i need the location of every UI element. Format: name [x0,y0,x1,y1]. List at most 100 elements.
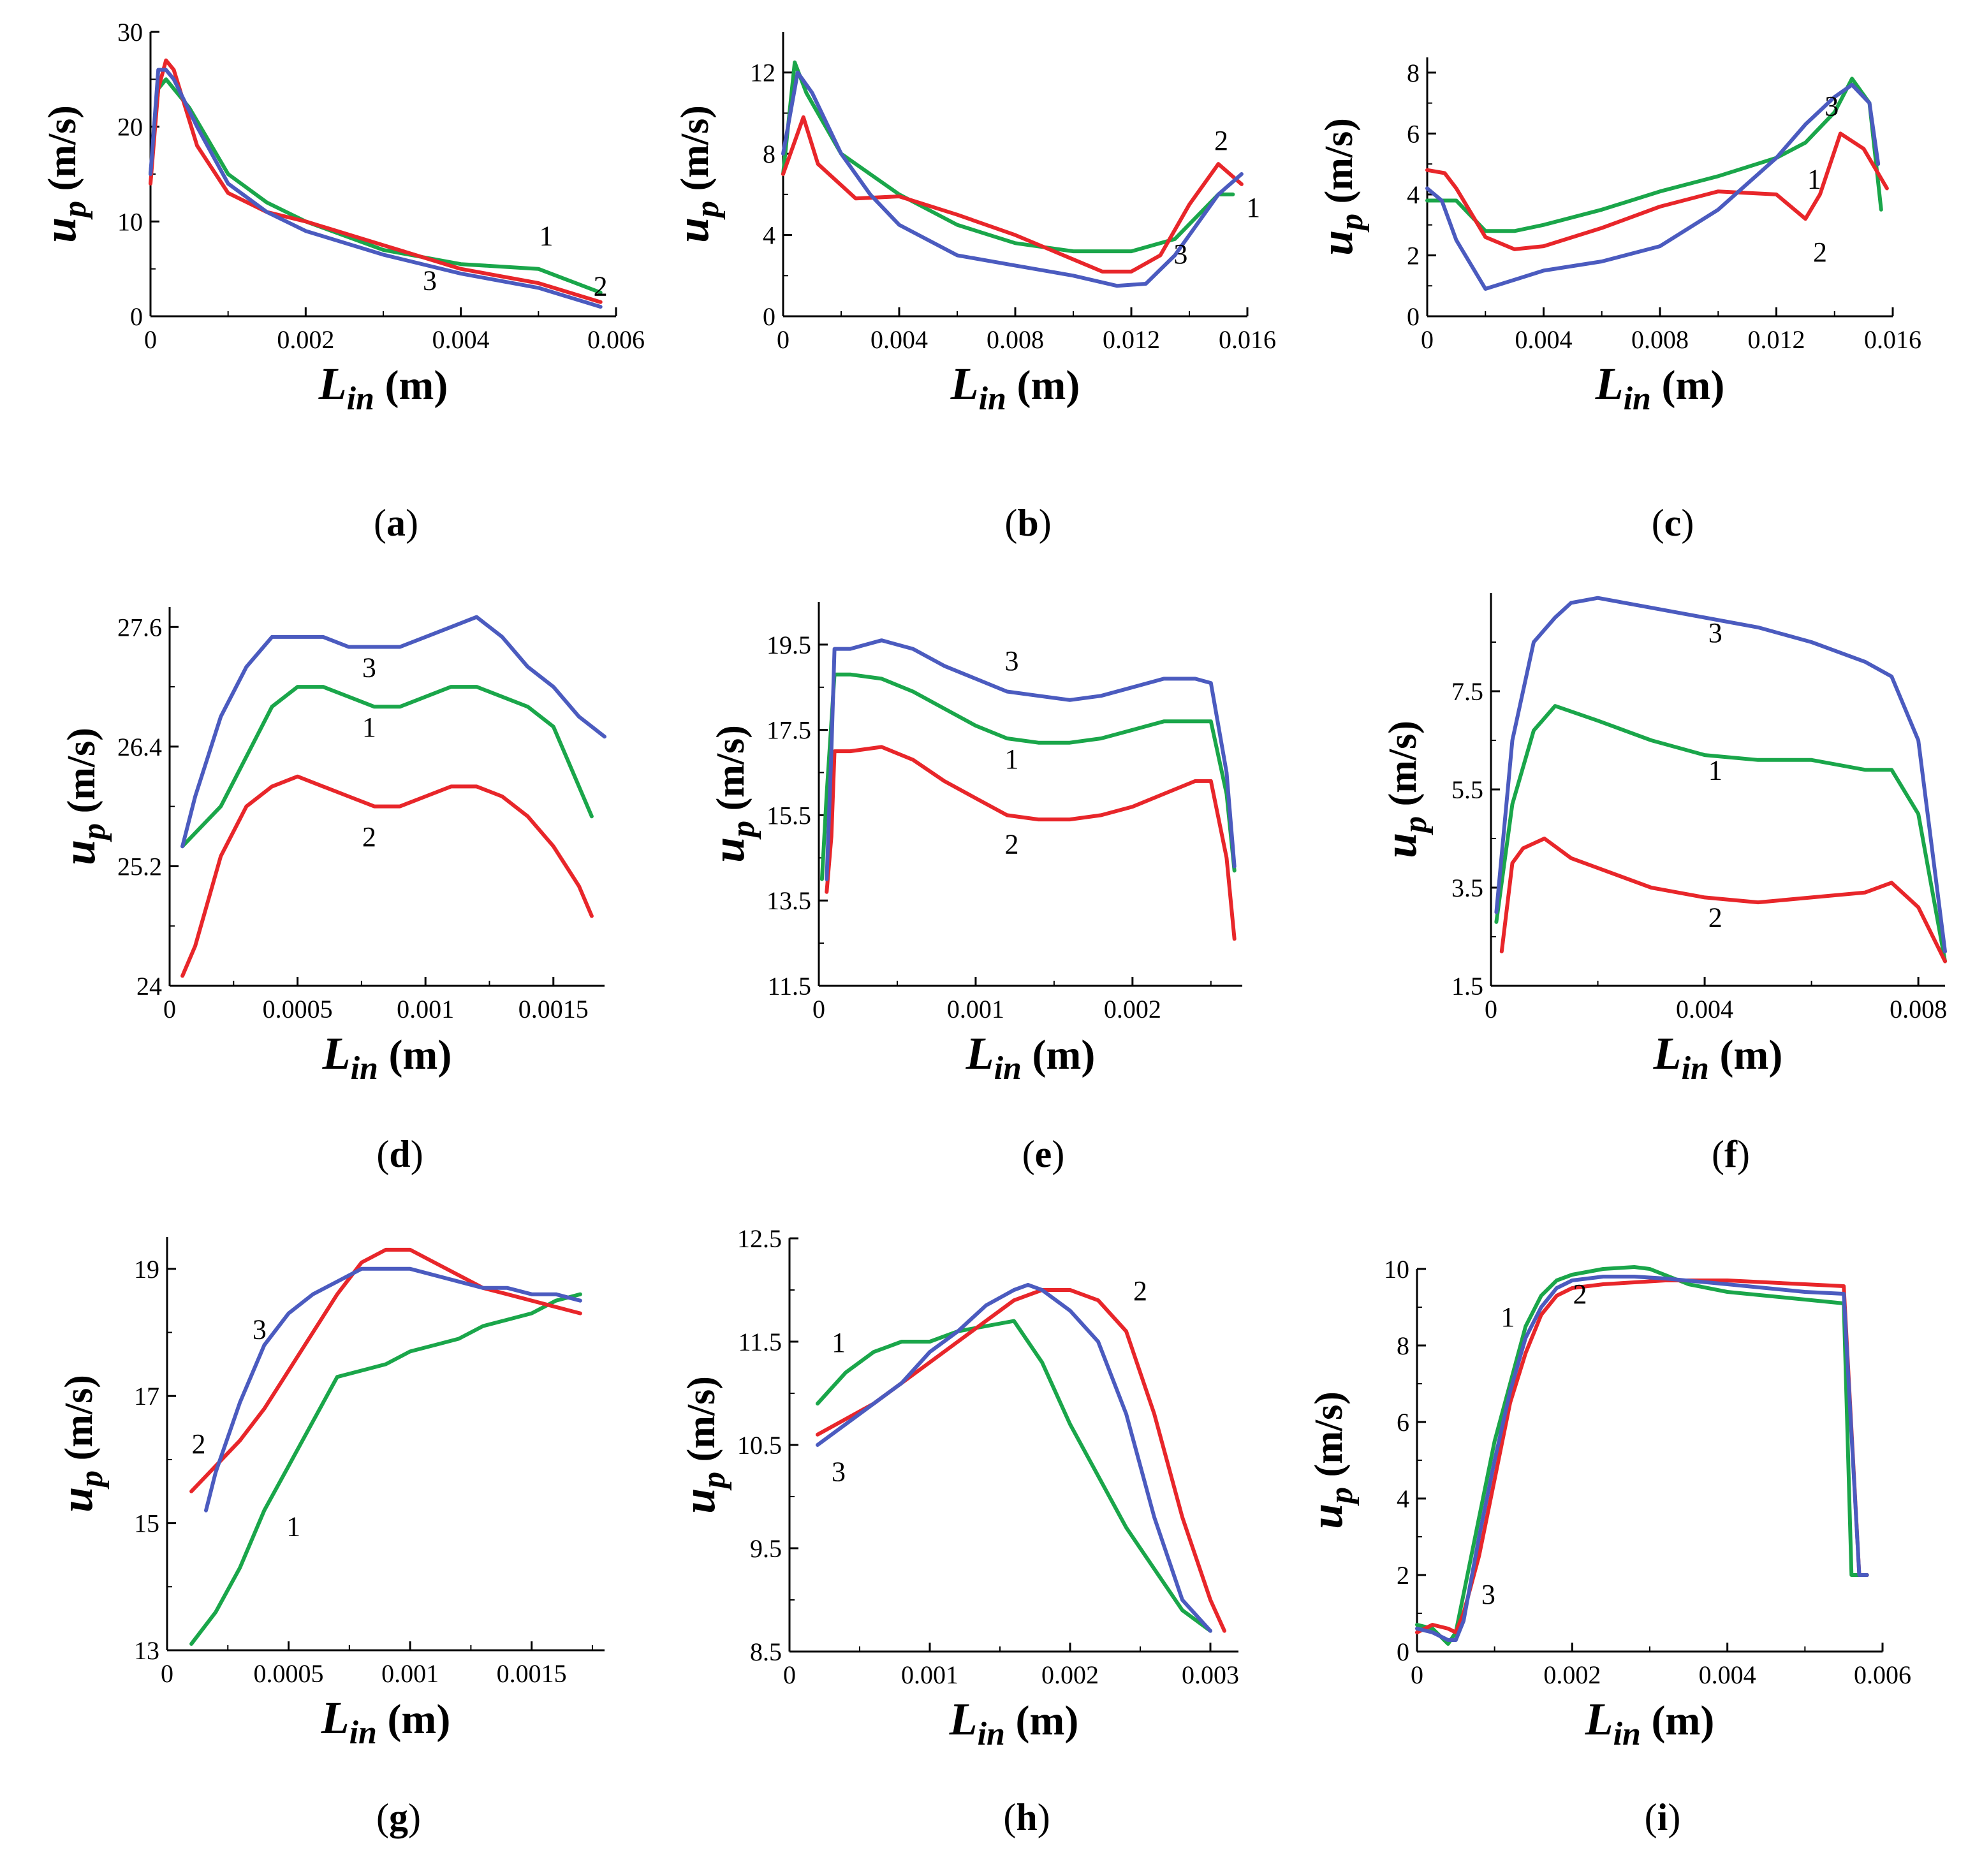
panel-label: (i) [1645,1796,1681,1838]
series-line-1 [1494,704,1947,964]
series-line-2 [189,1247,582,1493]
panel-g: 0 0.0005 0.001 0.0015 13 15 17 19 1 2 3 Lin (m) up (… [51,1237,605,1838]
y-tick-label: 8 [1397,1331,1409,1360]
x-tick-label: 0.012 [1748,325,1805,354]
series-line-3 [1425,83,1881,291]
curve-label-1: 1 [1246,192,1260,223]
series-line-1 [180,685,594,849]
y-tick-label: 2 [1407,241,1420,270]
y-tick-label: 26.4 [117,733,162,761]
y-tick-label: 1.5 [1451,972,1483,1000]
x-axis-title: Lin (m) [966,1028,1096,1087]
x-tick-label: 0.0005 [254,1659,324,1688]
x-tick-label: 0.001 [901,1660,958,1689]
x-axis-title: Lin (m) [1653,1028,1783,1087]
x-tick-label: 0.004 [1676,995,1733,1023]
series-line-2 [1425,131,1889,251]
x-tick-label: 0.012 [1103,325,1160,354]
y-axis-title: up (m/s) [667,105,726,243]
curve-label-2: 2 [1573,1279,1587,1310]
curve-label-1: 1 [286,1511,300,1543]
series-line-1 [149,77,603,295]
y-tick-label: 5.5 [1451,775,1483,804]
curve-label-3: 3 [1004,645,1018,677]
series-line-2 [1499,837,1947,964]
panel-label: (e) [1022,1133,1065,1175]
series-line-1 [189,1292,582,1646]
x-tick-label: 0.002 [1041,1660,1099,1689]
y-tick-label: 12.5 [737,1224,782,1253]
x-axis-title: Lin (m) [321,1692,451,1751]
x-tick-label: 0.0015 [518,995,589,1023]
curve-label-3: 3 [423,265,437,296]
curve-label-2: 2 [362,821,376,853]
series-line-3 [204,1266,582,1513]
curve-label-3: 3 [1173,238,1187,270]
y-tick-label: 6 [1397,1408,1409,1437]
y-tick-label: 8 [763,140,775,168]
y-tick-label: 19.5 [767,631,811,659]
curve-label-3: 3 [362,652,376,683]
x-tick-label: 0 [1485,995,1497,1023]
x-axis-title: Lin (m) [949,1694,1079,1752]
y-axis-title: up (m/s) [51,1375,110,1513]
x-tick-label: 0.001 [947,995,1004,1023]
x-tick-label: 0.002 [277,325,334,354]
series-line-3 [816,1282,1212,1633]
y-tick-label: 20 [117,113,143,142]
panel-label: (b) [1004,502,1051,544]
curve-label-1: 1 [1004,744,1018,775]
y-axis-title: up (m/s) [1301,1391,1360,1529]
series-line-2 [1415,1279,1869,1634]
curve-label-1: 1 [832,1327,846,1358]
y-tick-label: 0 [1407,302,1420,331]
panel-f: 0 0.004 0.008 1.5 3.5 5.5 7.5 1 2 3 Lin (m) up (m/s… [1375,593,1947,1175]
curve-label-2: 2 [1708,902,1722,934]
y-tick-label: 9.5 [750,1534,782,1563]
curve-label-3: 3 [832,1456,846,1488]
panel-label: (g) [376,1796,421,1838]
x-tick-label: 0.001 [397,995,454,1023]
y-tick-label: 6 [1407,119,1420,148]
x-tick-label: 0 [812,995,825,1023]
series-line-1 [816,1319,1212,1633]
x-tick-label: 0 [163,995,176,1023]
x-tick-label: 0.004 [1515,325,1573,354]
x-tick-label: 0.001 [381,1659,439,1688]
y-tick-label: 10 [117,207,143,236]
curve-label-1: 1 [1708,755,1722,786]
curve-label-2: 2 [1004,829,1018,860]
y-tick-label: 25.2 [117,852,162,881]
x-axis-title: Lin (m) [1585,1694,1715,1752]
x-tick-label: 0.006 [587,325,645,354]
curve-label-3: 3 [1825,91,1839,122]
series-line-3 [149,68,603,309]
y-tick-label: 8 [1407,59,1420,87]
x-axis-title: Lin (m) [322,1028,452,1087]
curve-label-3: 3 [253,1314,267,1345]
y-tick-label: 17.5 [767,716,811,745]
panel-e: 0 0.001 0.002 11.5 13.5 15.5 17.5 19.5 1 2 3 Lin (m… [703,602,1242,1175]
x-tick-label: 0.004 [1699,1660,1756,1689]
x-tick-label: 0.008 [1890,995,1947,1023]
y-tick-label: 4 [1397,1484,1409,1513]
panel-c: 0 0.004 0.008 0.012 0.016 0 2 4 6 8 1 2 3 Lin (m) up (… [1311,57,1921,544]
panel-label: (d) [376,1133,423,1175]
y-tick-label: 0 [130,302,143,331]
y-tick-label: 27.6 [117,613,162,641]
series-line-3 [1415,1275,1869,1642]
x-tick-label: 0 [161,1659,173,1688]
panel-label: (f) [1712,1133,1750,1175]
x-tick-label: 0.002 [1104,995,1161,1023]
x-axis-title: Lin (m) [1595,358,1725,417]
curve-label-2: 2 [192,1428,206,1460]
x-tick-label: 0.003 [1182,1660,1239,1689]
y-tick-label: 4 [1407,180,1420,209]
y-tick-label: 0 [1397,1638,1409,1666]
y-axis-title: up (m/s) [34,105,93,243]
y-tick-label: 12 [750,59,775,87]
x-tick-label: 0.008 [987,325,1044,354]
y-tick-label: 0 [763,302,775,331]
